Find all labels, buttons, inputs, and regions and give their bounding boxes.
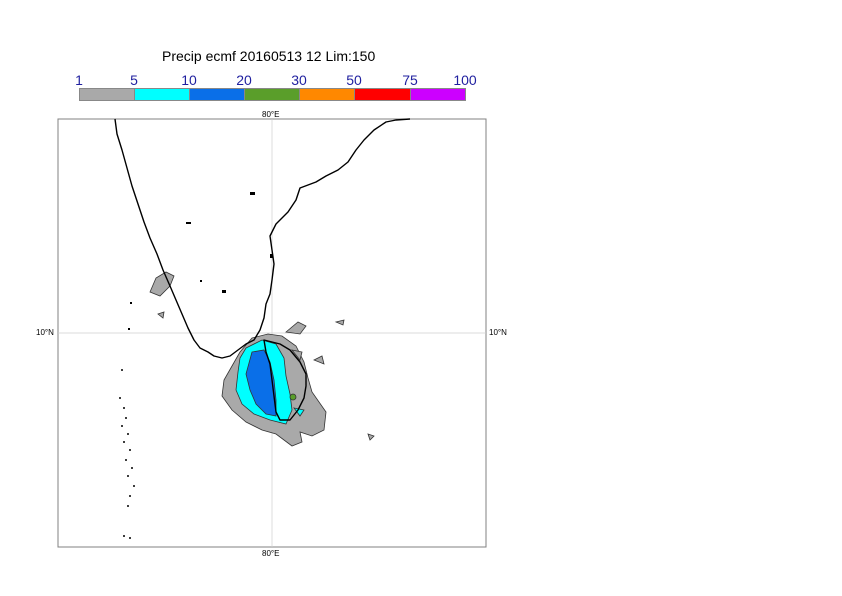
legend-label-100: 100 (453, 72, 477, 88)
lon-label-bottom: 80°E (262, 549, 280, 558)
legend-label-50: 50 (346, 72, 362, 88)
atolls (119, 369, 135, 539)
legend-label-5: 5 (130, 72, 138, 88)
legend-label-10: 10 (181, 72, 197, 88)
precip-20-30 (289, 393, 297, 401)
map-title: Precip ecmf 20160513 12 Lim:150 (162, 48, 376, 64)
lat-label-left: 10°N (36, 328, 54, 337)
legend-label-30: 30 (291, 72, 307, 88)
islands (128, 192, 273, 330)
lat-label-right: 10°N (489, 328, 507, 337)
legend-label-1: 1 (75, 72, 83, 88)
legend-label-20: 20 (236, 72, 252, 88)
lon-label-top: 80°E (262, 110, 280, 119)
coastline (114, 118, 411, 421)
legend-label-75: 75 (402, 72, 418, 88)
legend-swatch-75-100 (410, 88, 466, 101)
